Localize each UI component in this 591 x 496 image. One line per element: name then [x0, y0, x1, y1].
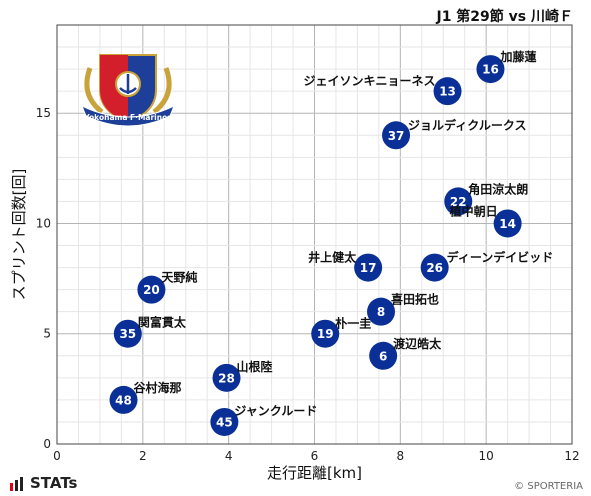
data-point: 26 ディーンデイビッド: [420, 250, 554, 282]
point-label: 植中朝日: [449, 203, 498, 218]
x-tick-label: 4: [225, 449, 233, 463]
point-label: 天野純: [161, 270, 197, 285]
point-label: 加藤蓮: [499, 49, 536, 64]
point-number: 14: [499, 217, 516, 231]
y-tick-label: 15: [36, 106, 51, 120]
x-tick-label: 2: [139, 449, 147, 463]
point-label: 井上健太: [308, 250, 357, 265]
x-tick-label: 12: [564, 449, 579, 463]
x-tick-label: 8: [397, 449, 405, 463]
point-marker: [311, 319, 340, 348]
tick-labels: 0 2 4 6 8 10 12 0 5 10 15: [36, 106, 580, 463]
point-number: 17: [360, 261, 377, 275]
point-number: 20: [143, 283, 160, 297]
point-marker: [369, 341, 398, 370]
point-label: 喜田拓也: [391, 292, 439, 307]
data-point: 6 渡辺皓太: [369, 336, 442, 370]
copyright: © SPORTERIA: [514, 481, 583, 492]
point-label: 谷村海那: [134, 380, 182, 395]
point-number: 8: [377, 305, 385, 319]
point-number: 35: [119, 327, 136, 341]
point-marker: [444, 187, 473, 216]
x-axis-label: 走行距離[km]: [267, 464, 362, 482]
point-number: 22: [450, 195, 467, 209]
plot-frame: [56, 24, 573, 445]
chart-title: J1 第29節 vs 川崎Ｆ: [436, 9, 573, 25]
point-label: 山根陸: [237, 359, 273, 374]
point-label: ディーンデイビッド: [447, 250, 554, 265]
stats-brand-text: STATs: [30, 474, 78, 492]
y-tick-label: 10: [36, 216, 51, 230]
point-marker: [493, 209, 522, 238]
y-tick-label: 0: [43, 437, 51, 451]
point-label: 関富貫太: [138, 315, 187, 330]
club-crest-logo: Yokohama F·Marinos: [81, 54, 175, 127]
point-label: 渡辺皓太: [393, 336, 442, 351]
point-marker: [420, 253, 449, 282]
y-axis-label: スプリント回数[回]: [10, 169, 28, 301]
point-number: 28: [218, 371, 235, 385]
point-label: ジェイソンキニョーネス: [304, 74, 436, 88]
point-number: 48: [115, 393, 132, 407]
point-marker: [109, 385, 138, 414]
point-label: ジャンクルード: [234, 404, 317, 418]
x-tick-label: 10: [479, 449, 494, 463]
point-label: 角田涼太朗: [468, 181, 528, 196]
point-marker: [367, 297, 396, 326]
crest-text: Yokohama F·Marinos: [83, 113, 172, 122]
point-number: 16: [482, 63, 499, 77]
point-number: 37: [388, 129, 405, 143]
point-marker: [212, 363, 241, 392]
x-tick-label: 6: [311, 449, 319, 463]
point-marker: [382, 121, 411, 150]
point-marker: [433, 77, 462, 106]
point-number: 19: [317, 327, 334, 341]
point-marker: [476, 55, 505, 84]
data-point: 8 喜田拓也: [367, 292, 439, 326]
point-marker: [210, 407, 239, 436]
point-marker: [354, 253, 383, 282]
stats-brand: STATs: [10, 474, 77, 492]
point-number: 13: [439, 85, 456, 99]
point-marker: [113, 319, 142, 348]
point-number: 26: [426, 261, 443, 275]
y-tick-label: 5: [43, 327, 51, 341]
x-tick-label: 0: [53, 449, 61, 463]
data-points: 16加藤蓮13ジェイソンキニョーネス37ジョルディクルークス22角田涼太朗14植…: [109, 49, 554, 436]
point-label: ジョルディクルークス: [408, 117, 526, 132]
point-marker: [137, 275, 166, 304]
point-label: 朴一圭: [335, 316, 371, 331]
point-number: 45: [216, 415, 233, 429]
grid: [56, 24, 573, 445]
point-number: 6: [379, 349, 387, 363]
stats-bars-icon: [10, 476, 23, 491]
